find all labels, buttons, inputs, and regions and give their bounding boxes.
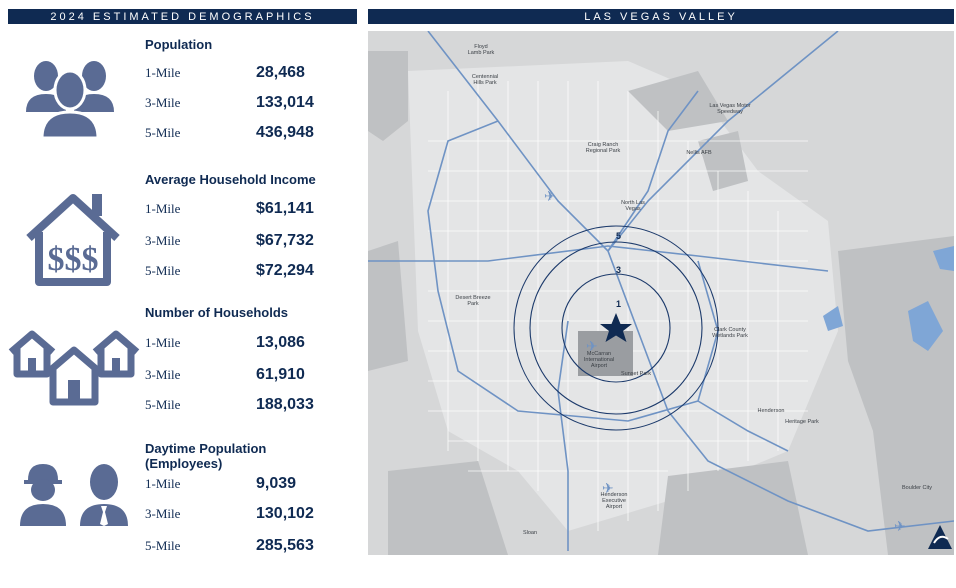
daytime-title: Daytime Population [145,441,267,456]
population-3mile-value: 133,014 [256,94,314,111]
population-title: Population [145,37,213,52]
daytime-3mile-label: 3-Mile [145,506,181,521]
houses-icon [8,330,140,406]
income-title: Average Household Income [145,172,316,187]
households-title: Number of Households [145,305,289,320]
income-1mile-value: $61,141 [256,200,314,217]
house-dollar-icon: $$$ [26,194,120,286]
svg-text:$$$: $$$ [48,241,99,278]
income-3mile-label: 3-Mile [145,233,181,248]
daytime-5mile-label: 5-Mile [145,538,181,553]
ring-label-5: 5 [616,231,622,241]
map-label-henderson: Henderson [757,408,785,414]
daytime-3mile-value: 130,102 [256,505,314,522]
map-label-airport: McCarran International Airport [583,351,615,369]
map-header: LAS VEGAS VALLEY [368,9,954,24]
population-1mile-value: 28,468 [256,64,305,81]
households-3mile-label: 3-Mile [145,367,181,382]
map-label-nellis: Nellis AFB [686,150,712,156]
svg-text:✈: ✈ [602,481,614,497]
daytime-5mile-value: 285,563 [256,537,314,554]
people-group-icon [26,61,114,138]
las-vegas-map[interactable]: ✈ ✈ ✈ ✈ 1 3 5 Floyd Lamb Park Centennial… [368,31,954,555]
income-5mile-label: 5-Mile [145,263,181,278]
ring-label-1: 1 [616,299,622,309]
map-label-floyd-lamb: Floyd Lamb Park [467,44,495,56]
svg-text:✈: ✈ [586,339,598,355]
ring-label-3: 3 [616,265,622,275]
daytime-1mile-label: 1-Mile [145,476,181,491]
map-label-henderson-airport: Henderson Executive Airport [600,492,628,510]
income-3mile-value: $67,732 [256,232,314,249]
population-5mile-value: 436,948 [256,124,314,141]
map-label-craig-ranch: Craig Ranch Regional Park [585,142,621,154]
svg-text:✈: ✈ [894,519,906,535]
daytime-subtitle: (Employees) [145,456,223,471]
households-1mile-label: 1-Mile [145,335,181,350]
daytime-1mile-value: 9,039 [256,475,297,492]
svg-text:✈: ✈ [544,189,556,205]
population-1mile-label: 1-Mile [145,65,181,80]
income-1mile-label: 1-Mile [145,201,181,216]
map-label-desert-breeze: Desert Breeze Park [455,295,491,307]
households-5mile-label: 5-Mile [145,397,181,412]
workers-icon [20,464,128,526]
map-label-speedway: Las Vegas Motor Speedway [709,103,751,115]
map-label-sloan: Sloan [522,530,538,536]
demographics-header: 2024 ESTIMATED DEMOGRAPHICS [8,9,357,24]
map-label-sunset: Sunset Park [621,371,651,377]
map-label-north-lv: North Las Vegas [621,200,645,212]
households-3mile-value: 61,910 [256,366,305,383]
population-3mile-label: 3-Mile [145,95,181,110]
population-5mile-label: 5-Mile [145,125,181,140]
income-5mile-value: $72,294 [256,262,314,279]
map-label-heritage: Heritage Park [785,419,819,425]
map-label-clark-county: Clark County Wetlands Park [712,327,748,339]
map-label-boulder-city: Boulder City [902,485,932,491]
households-1mile-value: 13,086 [256,334,305,351]
households-5mile-value: 188,033 [256,396,314,413]
map-canvas: ✈ ✈ ✈ ✈ [368,31,954,555]
map-label-centennial: Centennial Hills Park [471,74,499,86]
